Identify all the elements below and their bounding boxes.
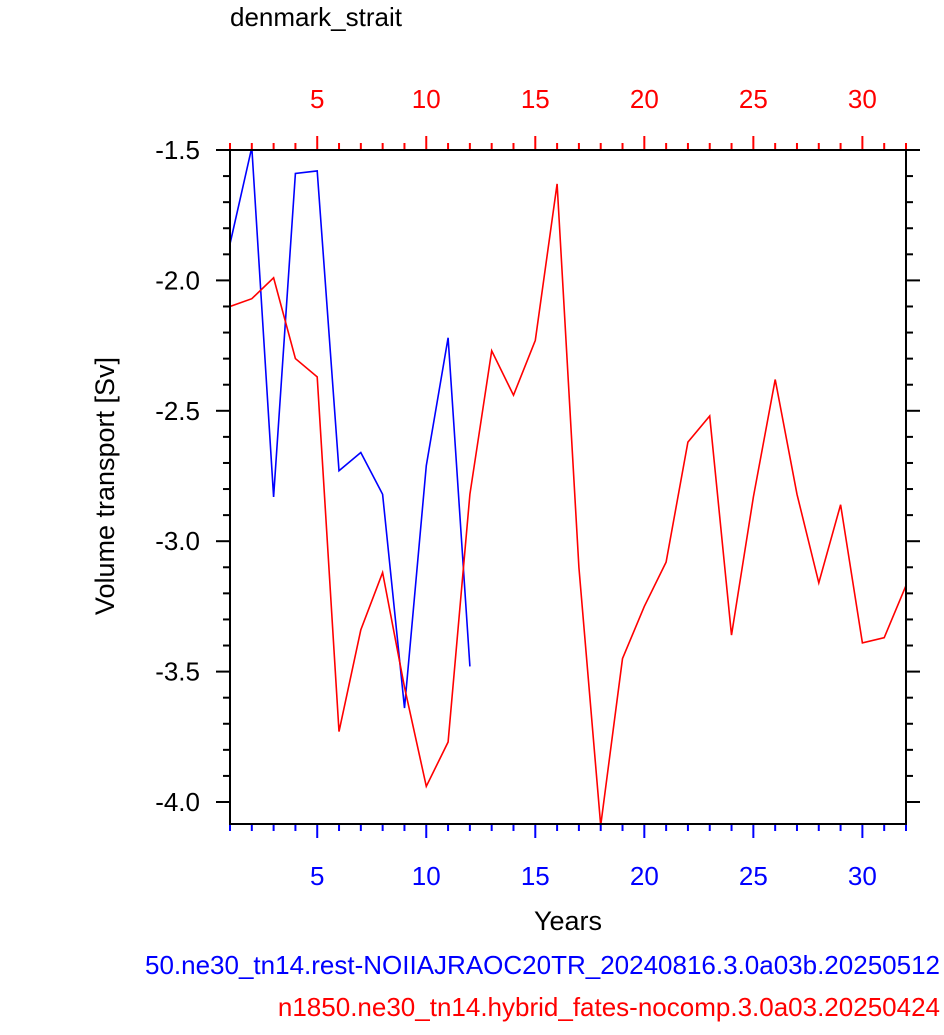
x-tick-label: 25 <box>739 861 768 891</box>
tick-labels: 5 10 15 20 25 30 5 10 15 20 25 30 -1.5 -2.0 -2.5 -3.0 -3… <box>155 84 877 891</box>
x-tick-label: 20 <box>630 861 659 891</box>
y-tick-label: -1.5 <box>155 135 200 165</box>
chart-title: denmark_strait <box>230 2 402 32</box>
x-axis-label: Years <box>534 906 602 936</box>
top-x-tick-label: 10 <box>412 84 441 114</box>
y-tick-label: -3.5 <box>155 657 200 687</box>
top-x-tick-label: 20 <box>630 84 659 114</box>
red-series-line <box>230 183 906 824</box>
x-tick-label: 5 <box>310 861 324 891</box>
y-axis-label: Volume transport [Sv] <box>90 357 120 615</box>
blue-series-line <box>230 150 471 709</box>
blue-series-caption: 50.ne30_tn14.rest-NOIIAJRAOC20TR_2024081… <box>144 950 940 980</box>
x-tick-label: 30 <box>848 861 877 891</box>
top-x-tick-label: 25 <box>739 84 768 114</box>
x-tick-label: 15 <box>521 861 550 891</box>
top-x-tick-label: 5 <box>310 84 324 114</box>
top-x-tick-label: 30 <box>848 84 877 114</box>
x-tick-label: 10 <box>412 861 441 891</box>
y-tick-label: -4.0 <box>155 787 200 817</box>
red-series-caption: n1850.ne30_tn14.hybrid_fates-nocomp.3.0a… <box>277 992 940 1022</box>
y-tick-label: -2.5 <box>155 396 200 426</box>
y-tick-label: -3.0 <box>155 526 200 556</box>
plot-frame <box>229 149 907 825</box>
top-x-tick-label: 15 <box>521 84 550 114</box>
series-lines <box>230 150 906 824</box>
axis-ticks <box>216 136 920 838</box>
y-tick-label: -2.0 <box>155 265 200 295</box>
